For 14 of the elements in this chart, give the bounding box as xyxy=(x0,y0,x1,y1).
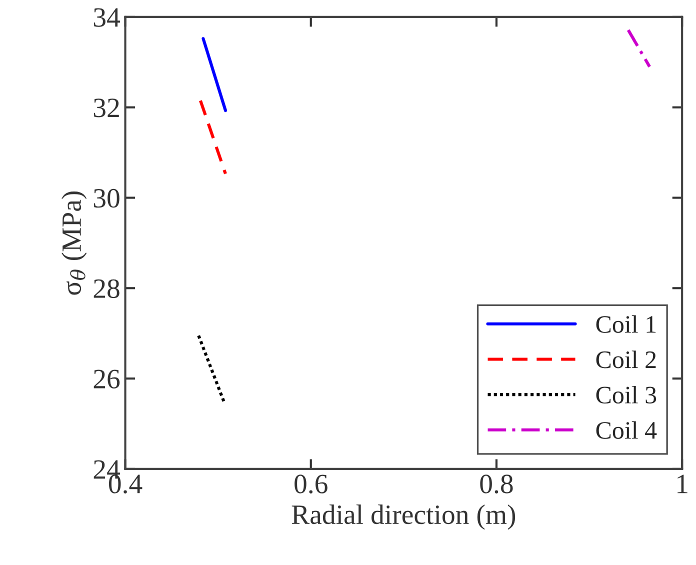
x-tick-label: 1 xyxy=(678,474,688,494)
y-tick-label: 32 xyxy=(94,98,119,118)
y-tick-label: 28 xyxy=(94,279,120,298)
legend-label: Coil 3 xyxy=(596,386,656,404)
legend-label: Coil 4 xyxy=(596,421,657,439)
legend-label: Coil 2 xyxy=(596,350,656,368)
legend-label: Coil 1 xyxy=(596,315,656,333)
x-tick-label: 0.8 xyxy=(480,474,513,494)
y-tick-label: 30 xyxy=(94,188,120,208)
y-axis-title: σ$_{θ}$ (MPa) xyxy=(62,192,87,295)
x-tick-label: 0.6 xyxy=(294,474,328,494)
y-tick-label: 34 xyxy=(94,8,120,27)
y-tick-label: 26 xyxy=(94,370,120,388)
x-axis-title: Radial direction (m) xyxy=(292,504,516,530)
